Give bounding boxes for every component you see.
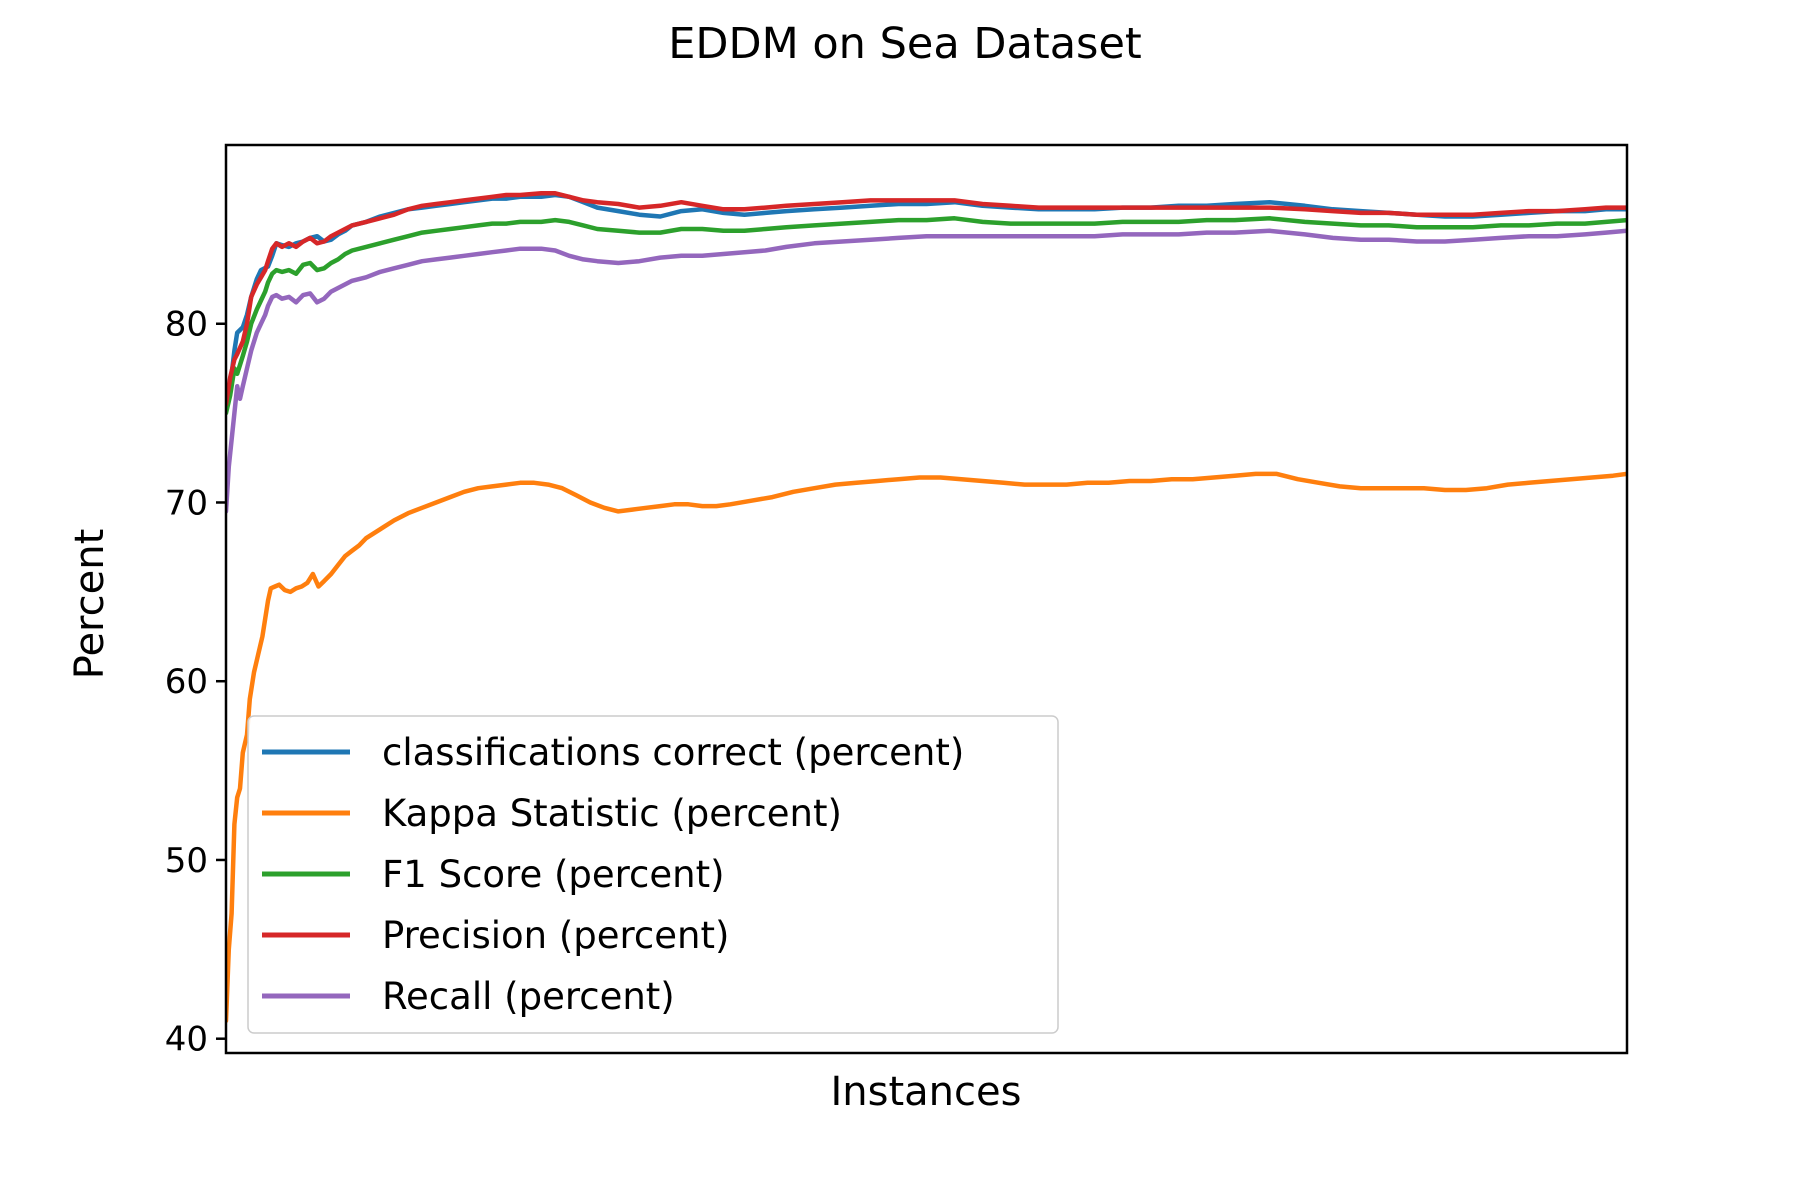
series-layer bbox=[226, 191, 1627, 1024]
y-tick-label-0: 40 bbox=[165, 1020, 208, 1060]
y-axis-label: Percent bbox=[67, 529, 113, 680]
legend-label-4: Recall (percent) bbox=[382, 975, 675, 1018]
plot-area-frame bbox=[224, 143, 1629, 1055]
y-tick-label-4: 80 bbox=[165, 305, 208, 345]
y-tick-label-1: 50 bbox=[165, 841, 208, 881]
legend-label-0: classifications correct (percent) bbox=[382, 731, 964, 774]
y-axis: 40 50 60 70 80 bbox=[165, 305, 226, 1060]
series-line-4 bbox=[226, 228, 1627, 514]
y-tick-label-2: 60 bbox=[165, 662, 208, 702]
series-line-2 bbox=[226, 216, 1627, 416]
legend-label-2: F1 Score (percent) bbox=[382, 853, 725, 896]
y-tick-label-3: 70 bbox=[165, 483, 208, 523]
series-line-0 bbox=[226, 192, 1627, 398]
legend-frame bbox=[247, 715, 1059, 1034]
series-line-1 bbox=[226, 471, 1627, 1024]
legend: classifications correct (percent) Kappa S… bbox=[247, 715, 1059, 1034]
series-line-3 bbox=[226, 191, 1627, 407]
x-axis-label: Instances bbox=[831, 1069, 1022, 1115]
legend-label-3: Precision (percent) bbox=[382, 914, 729, 957]
legend-label-1: Kappa Statistic (percent) bbox=[382, 792, 842, 835]
chart-title: EDDM on Sea Dataset bbox=[668, 19, 1142, 69]
